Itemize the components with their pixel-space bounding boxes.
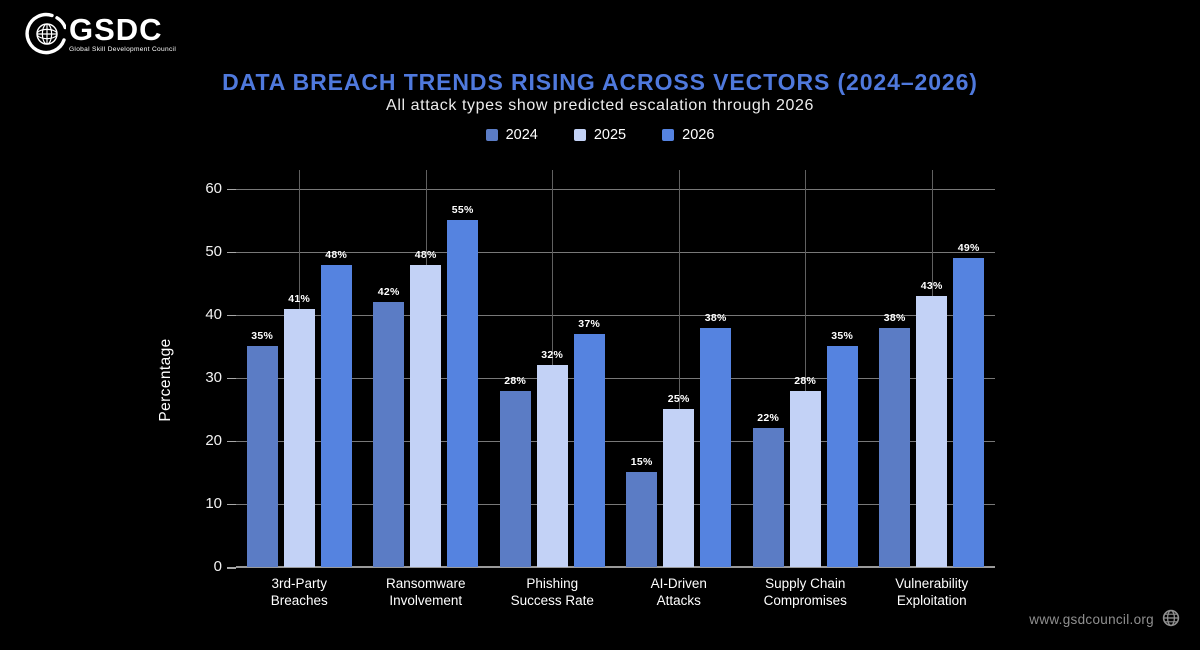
y-tick-mark (227, 188, 236, 191)
bar-2024 (499, 390, 531, 567)
x-category-label: Vulnerability Exploitation (895, 576, 969, 608)
bar-2025 (410, 264, 442, 567)
y-tick-label: 50 (205, 242, 222, 260)
x-category-label: Phishing Success Rate (510, 576, 594, 608)
bar-value-label: 48% (325, 248, 348, 261)
legend-label-2026: 2026 (682, 127, 715, 143)
bar-2024 (752, 428, 784, 567)
legend-item-2024: 2024 (485, 127, 538, 143)
y-tick-label: 10 (205, 494, 222, 512)
bar-chart-plot-area: 0 10 20 30 40 50 60 35% 42% 28% 15% 22% 38% 41% 48% 32%… (205, 170, 995, 608)
legend-swatch-2024 (485, 129, 498, 141)
bar-value-label: 55% (451, 204, 474, 217)
page-subtitle: All attack types show predicted escalati… (386, 97, 814, 114)
chart-legend: 2024 2025 2026 (0, 127, 1200, 143)
globe-orbit-icon (24, 12, 66, 56)
y-tick-mark (227, 440, 236, 443)
bar-value-label: 49% (957, 242, 980, 255)
gsdc-logo: GSDC Global Skill Development Council (24, 12, 176, 56)
bar-2025 (916, 296, 948, 567)
y-tick-mark (227, 251, 236, 254)
legend-label-2025: 2025 (593, 127, 627, 143)
legend-item-2026: 2026 (662, 127, 714, 143)
y-gridline (227, 251, 995, 253)
x-category-label: AI-Driven Attacks (650, 576, 707, 608)
y-tick-mark (227, 377, 236, 380)
bar-2025 (663, 409, 695, 567)
x-gridline (805, 170, 807, 567)
y-tick-label: 30 (205, 368, 222, 386)
legend-label-2024: 2024 (505, 127, 538, 143)
y-gridline (227, 314, 995, 316)
bar-2026 (826, 346, 858, 567)
bar-value-label: 22% (757, 412, 780, 425)
bar-value-label: 25% (667, 393, 690, 406)
footer-website-text: www.gsdcouncil.org (1029, 612, 1154, 627)
y-axis-title: Percentage (157, 338, 174, 422)
x-gridline (678, 170, 680, 567)
bar-value-label: 28% (794, 374, 817, 387)
y-tick-label: 60 (205, 179, 222, 197)
y-gridline (227, 503, 995, 505)
globe-icon (1162, 609, 1180, 630)
bar-2025 (536, 365, 568, 567)
y-tick-label: 0 (213, 558, 222, 575)
x-axis-line (236, 566, 995, 568)
bar-2024 (373, 302, 405, 567)
legend-item-2025: 2025 (573, 127, 627, 143)
logo-text-block: GSDC Global Skill Development Council (69, 12, 177, 53)
bar-2024 (246, 346, 278, 567)
legend-swatch-2026 (662, 129, 675, 141)
y-tick-mark (227, 314, 236, 317)
x-category-label: 3rd-Party Breaches (270, 576, 328, 608)
bar-2024 (879, 327, 911, 567)
y-tick-mark (227, 567, 236, 569)
bar-value-label: 35% (831, 330, 854, 343)
bar-2026 (953, 258, 985, 567)
bar-value-label: 38% (883, 311, 906, 324)
bar-value-label: 41% (288, 292, 311, 305)
y-gridline (227, 377, 995, 379)
bar-2026 (320, 264, 352, 567)
footer: www.gsdcouncil.org (1029, 609, 1180, 630)
bar-2026 (700, 327, 732, 567)
y-gridline (227, 440, 995, 442)
logo-wordmark: GSDC (69, 12, 163, 47)
bar-value-label: 48% (414, 248, 437, 261)
bar-value-label: 37% (578, 317, 601, 330)
y-gridline (227, 188, 995, 190)
bar-value-label: 35% (251, 330, 274, 343)
bar-value-label: 38% (704, 311, 727, 324)
x-category-label: Ransomware Involvement (385, 576, 466, 608)
y-tick-mark (227, 503, 236, 506)
bar-value-label: 43% (920, 280, 943, 293)
x-category-label: Supply Chain Compromises (763, 576, 847, 608)
bar-value-label: 32% (541, 349, 564, 362)
logo-tagline: Global Skill Development Council (69, 46, 177, 53)
y-tick-label: 20 (205, 431, 222, 449)
bar-value-label: 28% (504, 374, 527, 387)
bar-2025 (789, 390, 821, 567)
legend-swatch-2025 (573, 129, 586, 141)
bar-2024 (626, 472, 658, 567)
bar-value-label: 42% (377, 286, 400, 299)
page-title: DATA BREACH TRENDS RISING ACROSS VECTORS… (222, 69, 978, 95)
bar-2025 (283, 308, 315, 567)
bar-2026 (573, 333, 605, 567)
bar-value-label: 15% (630, 456, 653, 469)
y-tick-label: 40 (205, 305, 222, 323)
bar-2026 (447, 220, 479, 567)
